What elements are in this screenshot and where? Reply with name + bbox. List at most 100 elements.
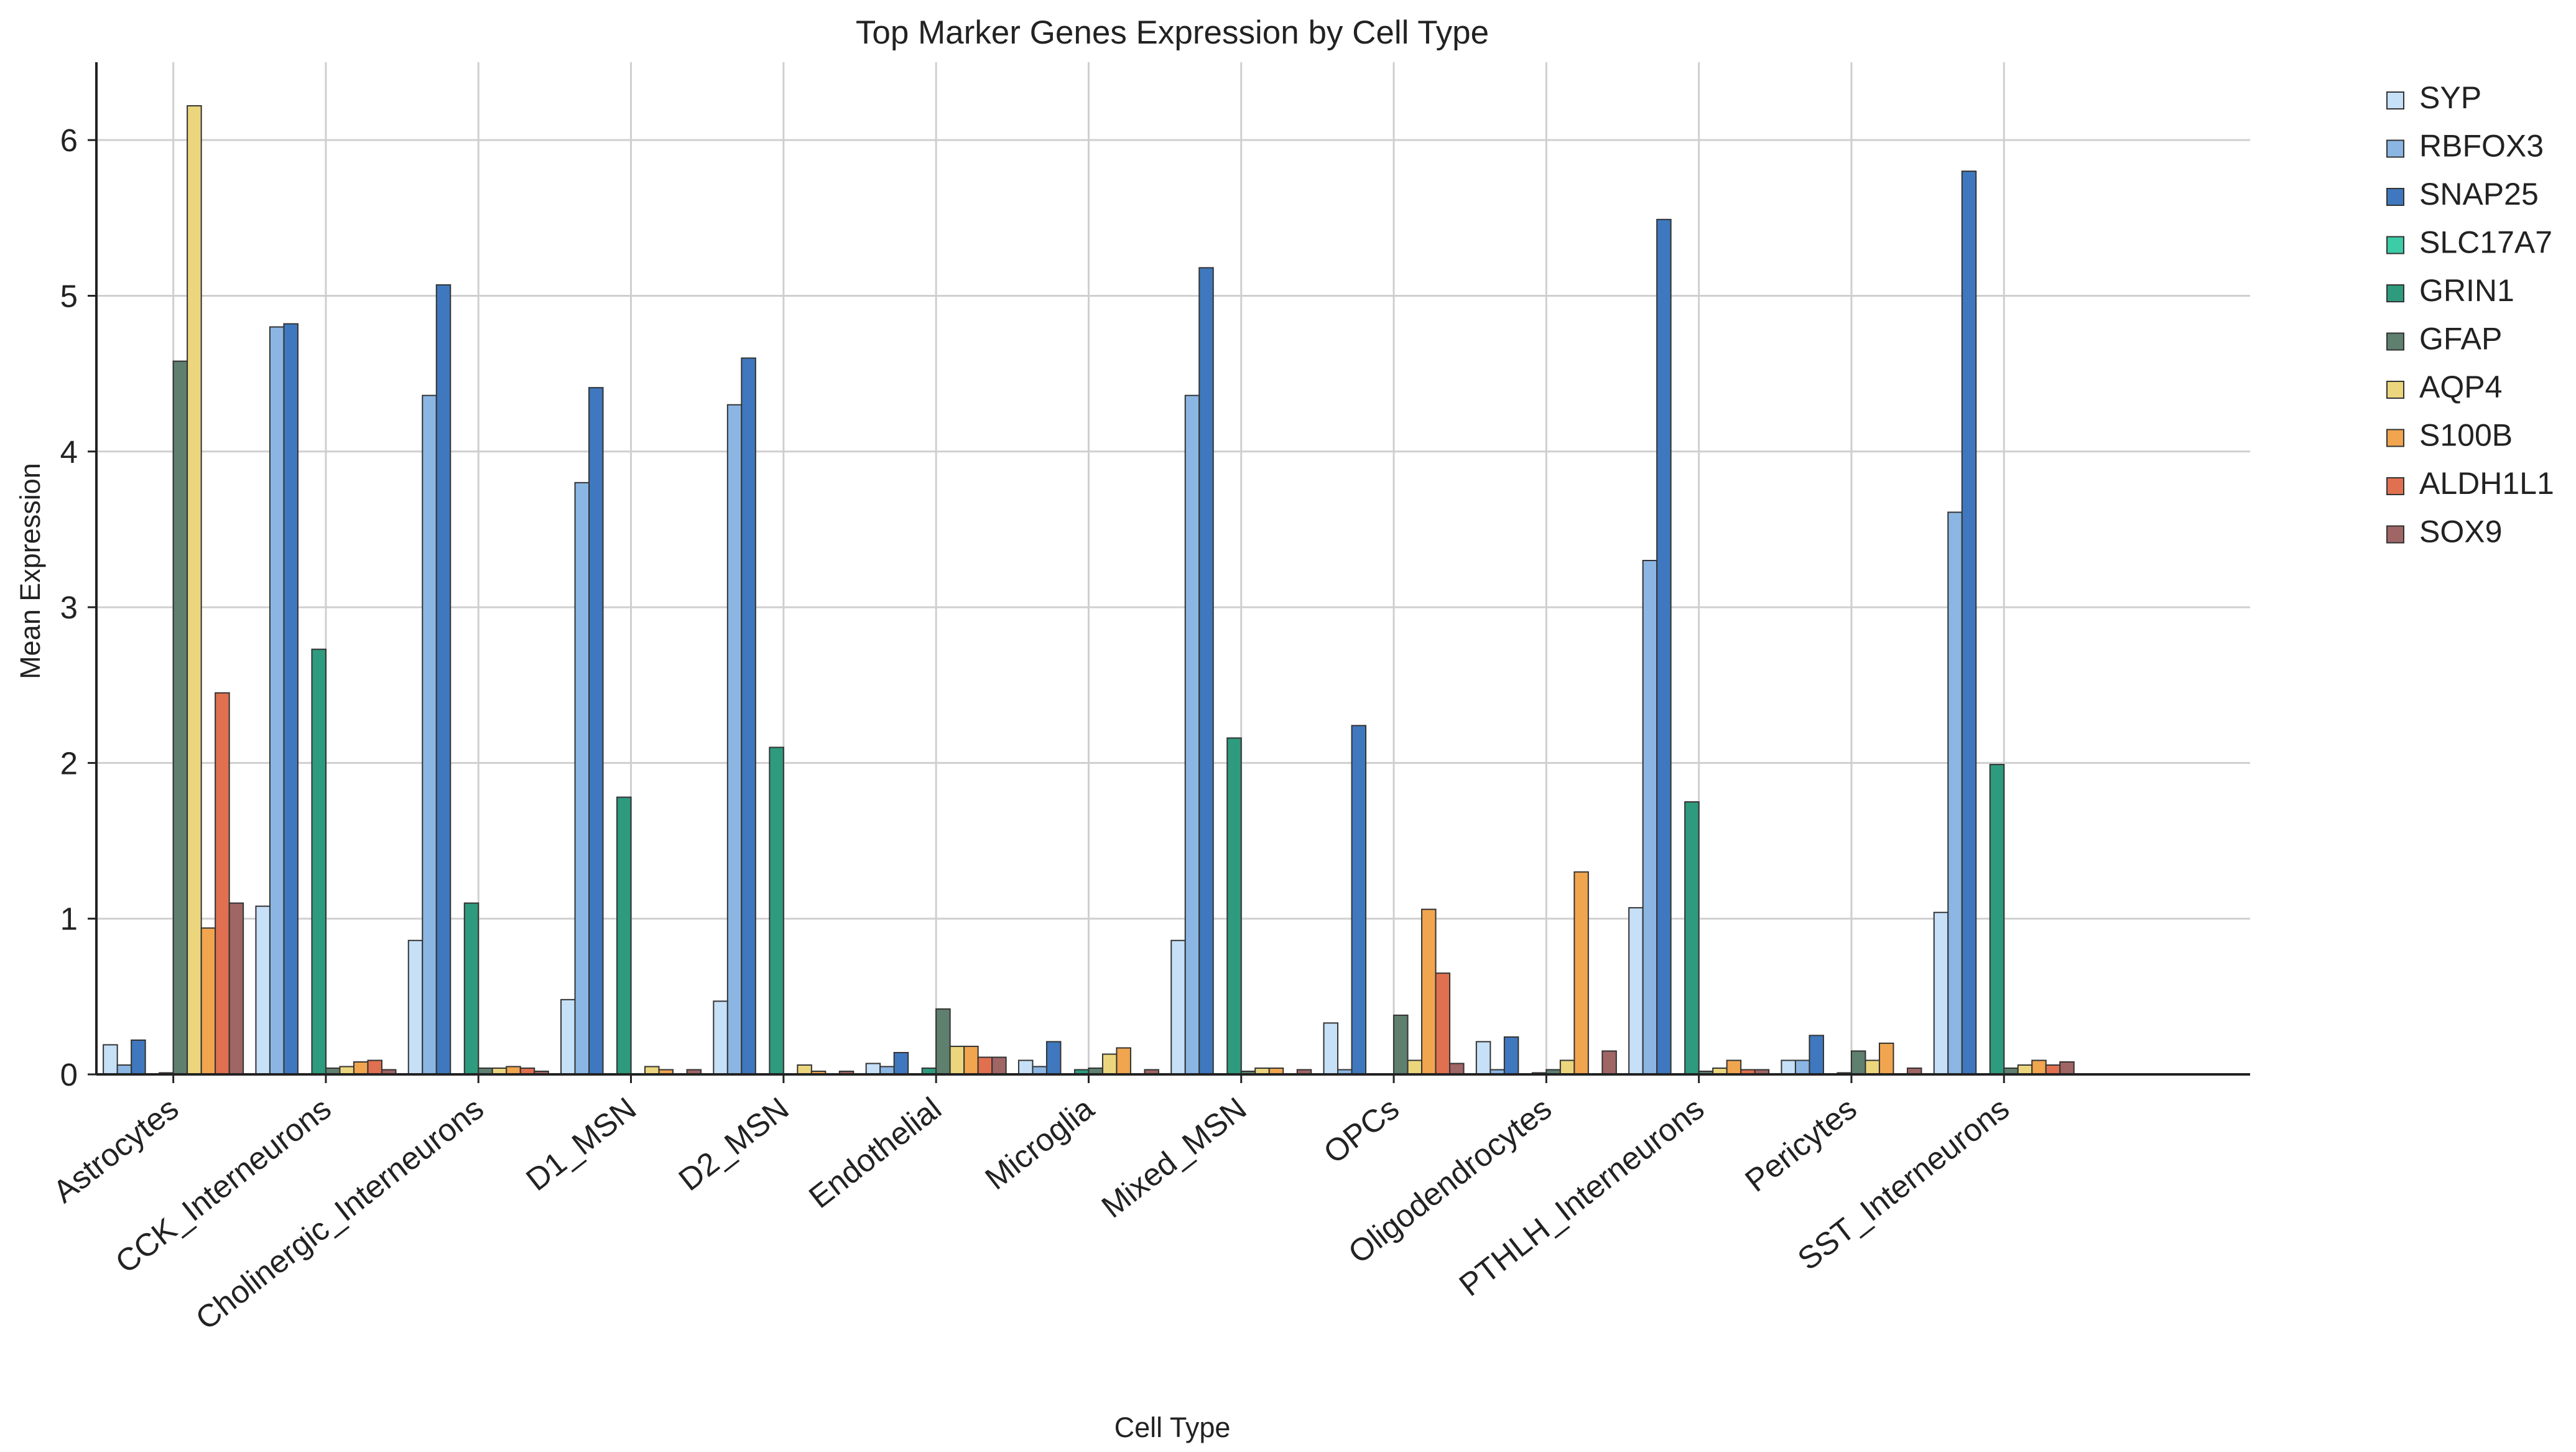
bar-gfap-pericytes	[1850, 1050, 1866, 1076]
bar-s100b-astrocytes	[200, 927, 216, 1076]
bar-sox9-oligodendrocytes	[1601, 1050, 1617, 1076]
bar-s100b-sst-interneurons	[2031, 1059, 2047, 1075]
y-tick-label: 4	[60, 434, 78, 470]
bar-grin1-mixed-msn	[1226, 737, 1242, 1075]
chart-title: Top Marker Genes Expression by Cell Type	[856, 14, 1489, 51]
y-tick-label: 0	[60, 1057, 78, 1092]
bar-aqp4-sst-interneurons	[2017, 1064, 2033, 1076]
legend-swatch	[2386, 236, 2404, 254]
bar-aldh1l1-sst-interneurons	[2045, 1064, 2061, 1076]
bar-snap25-microglia	[1045, 1041, 1062, 1076]
bar-aqp4-opcs	[1407, 1059, 1423, 1075]
bar-snap25-sst-interneurons	[1961, 170, 1977, 1076]
bar-aldh1l1-endothelial	[977, 1056, 993, 1076]
gridlines	[96, 62, 2250, 1076]
x-axis-label: Cell Type	[1114, 1412, 1231, 1443]
y-axis-label: Mean Expression	[14, 463, 46, 679]
bar-sox9-astrocytes	[228, 902, 244, 1075]
bar-grin1-d1-msn	[616, 796, 632, 1075]
bar-snap25-astrocytes	[131, 1039, 146, 1075]
bar-snap25-pericytes	[1809, 1035, 1824, 1076]
legend-label: ALDH1L1	[2419, 466, 2554, 501]
bar-syp-pericytes	[1781, 1059, 1796, 1075]
legend-swatch	[2386, 477, 2404, 495]
bar-syp-microglia	[1017, 1059, 1034, 1075]
bar-snap25-oligodendrocytes	[1503, 1036, 1519, 1075]
bar-snap25-endothelial	[893, 1051, 909, 1075]
legend-label: RBFOX3	[2419, 129, 2544, 164]
bar-syp-oligodendrocytes	[1475, 1041, 1491, 1076]
bar-aqp4-pericytes	[1865, 1059, 1880, 1075]
bar-rbfox3-cholinergic-interneurons	[422, 394, 437, 1075]
bar-aqp4-microglia	[1101, 1053, 1118, 1075]
y-tick-label: 5	[60, 278, 78, 314]
legend-swatch	[2386, 381, 2404, 399]
bar-sox9-sst-interneurons	[2059, 1061, 2075, 1075]
bar-syp-cck-interneurons	[255, 905, 271, 1076]
bar-syp-d2-msn	[713, 1000, 728, 1075]
legend-label: SLC17A7	[2419, 225, 2552, 260]
bar-s100b-oligodendrocytes	[1573, 871, 1589, 1075]
bar-snap25-pthlh-interneurons	[1656, 218, 1672, 1075]
bar-grin1-d2-msn	[769, 747, 784, 1076]
bar-grin1-cck-interneurons	[311, 648, 327, 1076]
bar-s100b-pthlh-interneurons	[1726, 1059, 1742, 1075]
legend-swatch	[2386, 91, 2404, 109]
bar-aqp4-astrocytes	[187, 105, 202, 1075]
bar-aldh1l1-opcs	[1435, 972, 1451, 1076]
bar-aldh1l1-cck-interneurons	[367, 1059, 382, 1075]
y-axis-ticks: 0 1 2 3 4 5 6	[60, 123, 96, 1092]
legend-label: SNAP25	[2419, 177, 2539, 212]
x-tick-label: Mixed_MSN	[1095, 1091, 1253, 1225]
bar-rbfox3-mixed-msn	[1184, 394, 1200, 1075]
bar-s100b-microglia	[1116, 1047, 1131, 1075]
x-tick-label: Pericytes	[1738, 1091, 1863, 1199]
y-tick-label: 3	[60, 590, 78, 625]
bar-aqp4-d2-msn	[797, 1064, 812, 1076]
legend-label: SOX9	[2419, 514, 2502, 549]
bar-rbfox3-pthlh-interneurons	[1642, 559, 1658, 1075]
x-tick-label: D2_MSN	[672, 1091, 795, 1198]
legend-swatch	[2386, 429, 2404, 447]
bar-grin1-cholinergic-interneurons	[463, 902, 480, 1075]
legend-swatch	[2386, 332, 2404, 351]
x-tick-label: Astrocytes	[47, 1091, 185, 1209]
bar-rbfox3-cck-interneurons	[269, 326, 285, 1075]
y-tick-label: 1	[60, 901, 78, 937]
legend-label: SYP	[2419, 80, 2481, 115]
bar-gfap-astrocytes	[172, 360, 188, 1075]
bar-gfap-endothelial	[935, 1008, 951, 1075]
bar-snap25-cck-interneurons	[283, 323, 299, 1075]
bars	[103, 105, 2075, 1076]
bar-rbfox3-sst-interneurons	[1947, 511, 1963, 1075]
bar-snap25-cholinergic-interneurons	[435, 284, 452, 1076]
legend-swatch	[2386, 525, 2404, 544]
bar-snap25-d1-msn	[588, 387, 604, 1075]
bar-snap25-opcs	[1351, 725, 1367, 1075]
x-tick-label: PTHLH_Interneurons	[1453, 1091, 1711, 1303]
bar-aqp4-oligodendrocytes	[1559, 1059, 1575, 1075]
bar-s100b-cck-interneurons	[353, 1061, 369, 1075]
bar-s100b-opcs	[1421, 908, 1437, 1075]
bar-syp-d1-msn	[560, 998, 576, 1075]
legend-label: GRIN1	[2419, 273, 2514, 308]
x-tick-label: D1_MSN	[519, 1091, 642, 1198]
x-tick-label: Cholinergic_Interneurons	[189, 1091, 490, 1337]
bar-sox9-opcs	[1449, 1063, 1465, 1076]
y-tick-label: 6	[60, 123, 78, 158]
bar-s100b-endothelial	[963, 1045, 979, 1075]
bar-aqp4-endothelial	[949, 1045, 965, 1075]
bar-gfap-opcs	[1393, 1014, 1409, 1075]
legend-swatch	[2386, 188, 2404, 206]
bar-syp-mixed-msn	[1170, 939, 1186, 1075]
x-axis-ticks: AstrocytesCCK_InterneuronsCholinergic_In…	[47, 1074, 2016, 1336]
legend-label: GFAP	[2419, 322, 2502, 356]
bar-grin1-sst-interneurons	[1989, 763, 2005, 1075]
bar-rbfox3-astrocytes	[116, 1064, 132, 1076]
bar-syp-sst-interneurons	[1933, 911, 1949, 1076]
axes	[95, 62, 2250, 1076]
bar-syp-pthlh-interneurons	[1628, 907, 1644, 1075]
bar-syp-endothelial	[865, 1063, 881, 1076]
legend-swatch	[2386, 284, 2404, 302]
